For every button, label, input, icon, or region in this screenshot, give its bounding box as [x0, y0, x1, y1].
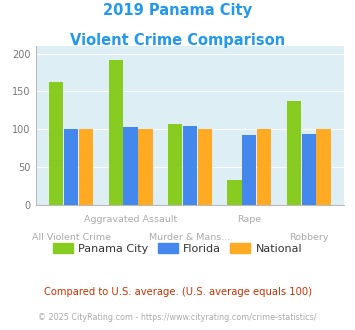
Bar [198, 129, 212, 205]
Bar [242, 135, 256, 205]
Text: Robbery: Robbery [289, 233, 328, 242]
Text: Aggravated Assault: Aggravated Assault [84, 214, 177, 223]
Text: All Violent Crime: All Violent Crime [32, 233, 111, 242]
Bar [64, 129, 78, 205]
Text: Rape: Rape [237, 214, 261, 223]
Text: Violent Crime Comparison: Violent Crime Comparison [70, 33, 285, 48]
Bar [227, 180, 242, 205]
Legend: Panama City, Florida, National: Panama City, Florida, National [48, 239, 307, 258]
Text: © 2025 CityRating.com - https://www.cityrating.com/crime-statistics/: © 2025 CityRating.com - https://www.city… [38, 314, 317, 322]
Bar [183, 126, 197, 205]
Bar [168, 124, 182, 205]
Bar [124, 127, 138, 205]
Bar [302, 134, 316, 205]
Bar [287, 101, 301, 205]
Bar [138, 129, 153, 205]
Bar [257, 129, 271, 205]
Bar [49, 82, 64, 205]
Bar [109, 60, 123, 205]
Bar [316, 129, 331, 205]
Text: Compared to U.S. average. (U.S. average equals 100): Compared to U.S. average. (U.S. average … [44, 287, 311, 297]
Text: 2019 Panama City: 2019 Panama City [103, 3, 252, 18]
Text: Murder & Mans...: Murder & Mans... [149, 233, 230, 242]
Bar [79, 129, 93, 205]
